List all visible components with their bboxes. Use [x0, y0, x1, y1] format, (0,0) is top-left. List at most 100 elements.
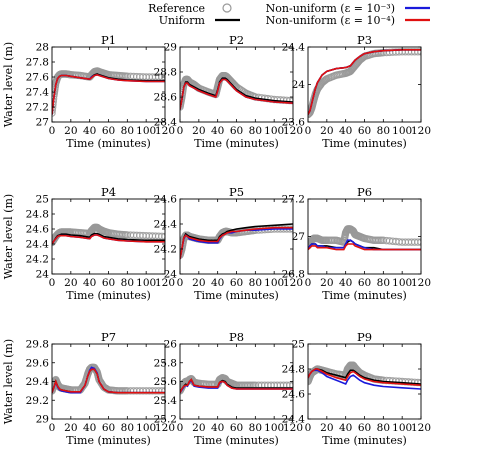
y-tick-label: 27.6 — [26, 72, 50, 84]
legend: Reference Uniform Non-uniform (ε = 10⁻³)… — [148, 2, 430, 27]
x-tick-label: 80 — [377, 277, 390, 289]
reference-point — [414, 238, 421, 246]
x-tick-label: 100 — [392, 422, 412, 434]
x-tick-label: 40 — [211, 277, 224, 289]
series-line-3 — [308, 49, 421, 115]
y-tick-label: 24 — [164, 269, 178, 281]
y-tick-label: 29 — [164, 42, 177, 54]
x-tick-label: 120 — [155, 422, 175, 434]
x-tick-label: 60 — [102, 125, 115, 137]
y-tick-label: 29.6 — [26, 357, 50, 369]
x-tick-label: 60 — [358, 277, 371, 289]
legend-label-nonuniform-1e-3: Non-uniform (ε = 10⁻³) — [266, 2, 395, 15]
x-tick-label: 0 — [305, 277, 312, 289]
y-tick-label: 23.6 — [282, 117, 306, 129]
x-tick-label: 40 — [339, 422, 352, 434]
x-tick-label: 60 — [102, 277, 115, 289]
x-tick-label: 20 — [320, 422, 333, 434]
x-tick-label: 0 — [305, 125, 312, 137]
y-tick-label: 24.4 — [282, 42, 306, 54]
x-tick-label: 20 — [192, 422, 205, 434]
x-tick-label: 0 — [177, 277, 184, 289]
x-tick-label: 100 — [392, 125, 412, 137]
subplot-grid: 0 20 40 60 80 1001202727.227.427.627.828P1Tim… — [2, 33, 431, 447]
x-tick-label: 40 — [83, 422, 96, 434]
y-tick-label: 26.8 — [282, 269, 305, 281]
x-axis-label: Time (minutes) — [194, 137, 279, 150]
x-tick-label: 120 — [411, 422, 431, 434]
axes-frame — [51, 343, 166, 420]
x-tick-label: 40 — [339, 125, 352, 137]
reference-point — [158, 387, 165, 395]
x-tick-label: 60 — [102, 422, 115, 434]
x-axis-label: Time (minutes) — [66, 137, 151, 150]
x-tick-label: 120 — [283, 422, 303, 434]
series-line-3 — [180, 226, 293, 260]
series-line-3 — [180, 378, 293, 394]
x-tick-label: 80 — [121, 277, 134, 289]
y-tick-label: 29.8 — [26, 339, 49, 351]
x-tick-label: 0 — [49, 125, 56, 137]
x-axis-label: Time (minutes) — [322, 289, 407, 302]
x-tick-label: 100 — [136, 422, 156, 434]
y-tick-label: 25.2 — [154, 414, 177, 426]
x-axis-label: Time (minutes) — [322, 434, 407, 447]
x-tick-label: 20 — [64, 277, 77, 289]
y-tick-label: 27.8 — [26, 57, 49, 69]
y-tick-label: 25 — [36, 194, 49, 206]
series-reference — [52, 363, 165, 395]
x-tick-label: 0 — [49, 277, 56, 289]
x-tick-label: 100 — [264, 125, 284, 137]
x-tick-label: 100 — [136, 277, 156, 289]
y-tick-label: 29.4 — [26, 376, 50, 388]
x-tick-label: 40 — [339, 277, 352, 289]
x-tick-label: 20 — [320, 125, 333, 137]
y-tick-label: 27.4 — [26, 87, 50, 99]
x-tick-label: 0 — [305, 422, 312, 434]
x-tick-label: 80 — [377, 422, 390, 434]
x-tick-label: 120 — [283, 277, 303, 289]
x-tick-label: 60 — [358, 422, 371, 434]
subplot-title: P8 — [229, 330, 244, 344]
y-tick-label: 28.8 — [154, 67, 177, 79]
subplot-title: P5 — [229, 185, 244, 199]
x-tick-label: 0 — [177, 422, 184, 434]
reference-point — [52, 109, 56, 117]
x-tick-label: 60 — [230, 277, 243, 289]
y-tick-label: 25 — [292, 339, 305, 351]
x-axis-label: Time (minutes) — [322, 137, 407, 150]
series-line-3 — [180, 78, 293, 110]
subplot-title: P3 — [357, 33, 372, 47]
x-axis-label: Time (minutes) — [194, 434, 279, 447]
subplot-title: P9 — [357, 330, 372, 344]
y-tick-label: 24.4 — [154, 219, 178, 231]
y-tick-label: 24.4 — [26, 239, 50, 251]
x-tick-label: 0 — [177, 125, 184, 137]
subplot-title: P6 — [357, 185, 372, 199]
y-tick-label: 28 — [36, 42, 49, 54]
axes-frame — [307, 343, 422, 420]
x-tick-label: 0 — [49, 422, 56, 434]
y-tick-label: 24.2 — [26, 254, 49, 266]
legend-marker-reference — [222, 3, 232, 13]
x-tick-label: 80 — [121, 422, 134, 434]
x-tick-label: 60 — [230, 125, 243, 137]
y-tick-label: 27.2 — [26, 102, 49, 114]
axes-frame — [51, 46, 166, 123]
series-reference — [308, 47, 421, 119]
x-tick-label: 40 — [83, 125, 96, 137]
reference-point — [161, 387, 165, 395]
subplot-title: P7 — [101, 330, 116, 344]
y-tick-label: 24.2 — [154, 244, 177, 256]
y-tick-label: 29.2 — [26, 395, 49, 407]
x-tick-label: 80 — [377, 125, 390, 137]
reference-point — [161, 232, 165, 241]
x-tick-label: 120 — [155, 277, 175, 289]
legend-label-uniform: Uniform — [159, 14, 206, 27]
x-tick-label: 80 — [249, 422, 262, 434]
